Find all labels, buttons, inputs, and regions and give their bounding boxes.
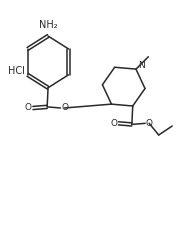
Text: O: O bbox=[146, 119, 153, 128]
Text: O: O bbox=[61, 104, 69, 112]
Text: O: O bbox=[111, 119, 118, 128]
Text: N: N bbox=[138, 61, 145, 70]
Text: NH₂: NH₂ bbox=[39, 20, 57, 30]
Text: O: O bbox=[25, 104, 32, 112]
Text: HCl: HCl bbox=[9, 66, 25, 76]
